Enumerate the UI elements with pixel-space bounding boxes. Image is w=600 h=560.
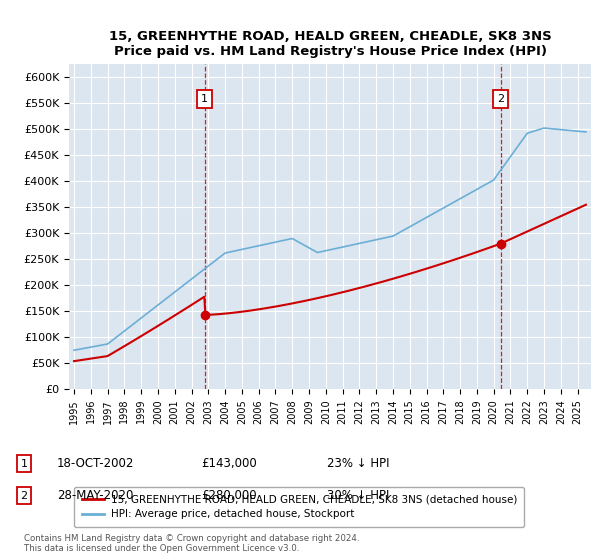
Text: 2: 2 xyxy=(497,94,504,104)
Text: Contains HM Land Registry data © Crown copyright and database right 2024.
This d: Contains HM Land Registry data © Crown c… xyxy=(24,534,359,553)
Text: £143,000: £143,000 xyxy=(201,457,257,470)
Legend: 15, GREENHYTHE ROAD, HEALD GREEN, CHEADLE, SK8 3NS (detached house), HPI: Averag: 15, GREENHYTHE ROAD, HEALD GREEN, CHEADL… xyxy=(74,487,524,527)
Text: 2: 2 xyxy=(20,491,28,501)
Text: £280,000: £280,000 xyxy=(201,489,257,502)
Text: 23% ↓ HPI: 23% ↓ HPI xyxy=(327,457,389,470)
Text: 30% ↓ HPI: 30% ↓ HPI xyxy=(327,489,389,502)
Text: 1: 1 xyxy=(201,94,208,104)
Text: 28-MAY-2020: 28-MAY-2020 xyxy=(57,489,133,502)
Text: 18-OCT-2002: 18-OCT-2002 xyxy=(57,457,134,470)
Text: 1: 1 xyxy=(20,459,28,469)
Title: 15, GREENHYTHE ROAD, HEALD GREEN, CHEADLE, SK8 3NS
Price paid vs. HM Land Regist: 15, GREENHYTHE ROAD, HEALD GREEN, CHEADL… xyxy=(109,30,551,58)
